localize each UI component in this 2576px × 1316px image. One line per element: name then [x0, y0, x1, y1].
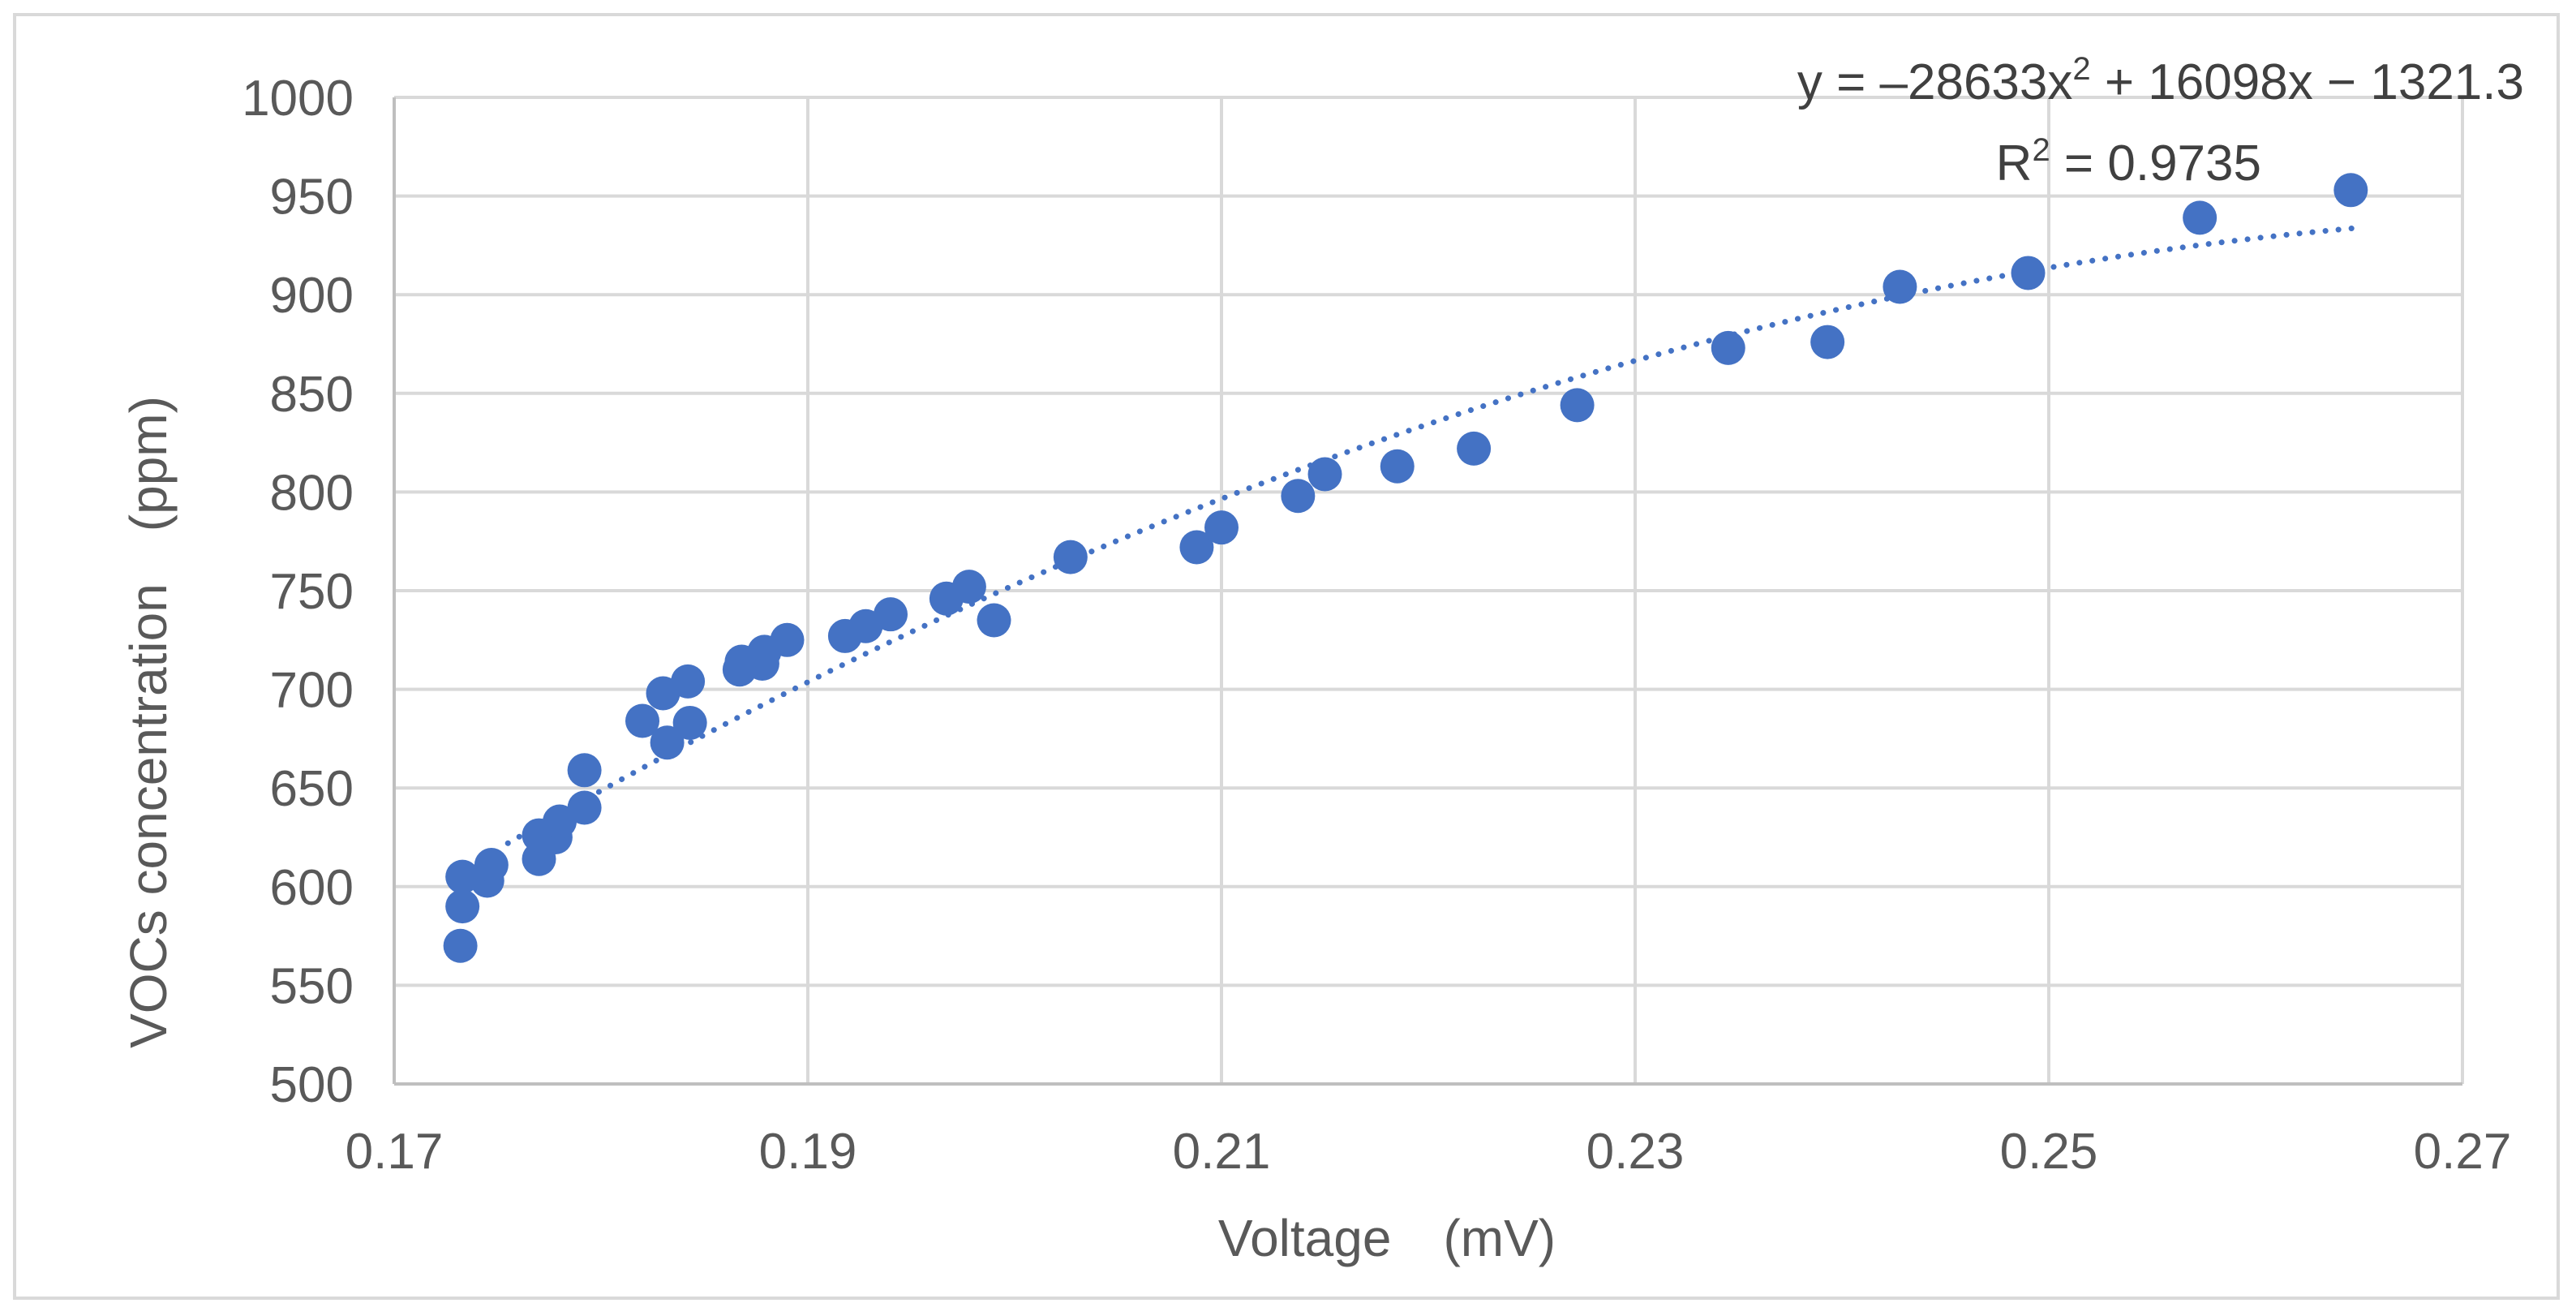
x-tick-label: 0.19: [759, 1124, 857, 1180]
data-point: [1457, 431, 1492, 466]
data-point: [625, 703, 659, 738]
trendline-equation: y = ‒28633x2 + 16098x − 1321.3: [1797, 51, 2524, 110]
y-tick-label: 500: [270, 1057, 354, 1113]
data-point: [1380, 449, 1415, 484]
y-tick-label: 600: [270, 860, 354, 916]
trendline-r-squared: R2 = 0.9735: [1996, 132, 2261, 191]
data-point: [1204, 510, 1239, 545]
y-tick-label: 800: [270, 465, 354, 521]
data-points: [443, 173, 2368, 963]
axes: [393, 97, 2462, 1086]
data-point: [445, 889, 480, 924]
data-point: [951, 570, 986, 604]
data-point: [443, 928, 478, 963]
gridlines: [394, 96, 2464, 1084]
x-axis-title: Voltage (mV): [1218, 1209, 1556, 1267]
data-point: [1560, 388, 1595, 423]
trendline: [504, 225, 2362, 846]
y-tick-label: 900: [270, 268, 354, 324]
y-tick-label: 750: [270, 564, 354, 620]
x-tick-label: 0.21: [1173, 1124, 1271, 1180]
y-tick-label: 850: [270, 367, 354, 423]
data-point: [567, 790, 602, 825]
y-tick-label: 950: [270, 170, 354, 226]
y-tick-label: 650: [270, 761, 354, 817]
data-point: [1711, 330, 1745, 365]
data-point: [672, 705, 707, 740]
data-point: [1883, 269, 1917, 304]
data-point: [770, 622, 805, 657]
tick-labels: 500 550 600 650 700 750 800 850 900 950 1000 0.17 0.…: [242, 71, 2511, 1180]
x-tick-label: 0.25: [2000, 1124, 2098, 1180]
y-tick-label: 550: [270, 958, 354, 1014]
y-tick-label: 700: [270, 663, 354, 719]
data-point: [1179, 530, 1214, 565]
data-point: [650, 725, 685, 760]
y-axis-title: VOCs concentration (ppm): [119, 396, 178, 1048]
data-point: [977, 603, 1011, 638]
x-tick-label: 0.23: [1586, 1124, 1685, 1180]
data-point: [874, 597, 908, 632]
data-point: [1053, 540, 1088, 574]
y-tick-label: 1000: [242, 71, 354, 127]
x-tick-label: 0.17: [346, 1124, 444, 1180]
data-point: [1810, 325, 1845, 359]
trendline-group: [504, 225, 2362, 846]
data-point: [543, 804, 577, 839]
data-point: [2183, 200, 2218, 235]
data-point: [2333, 173, 2368, 208]
x-tick-label: 0.27: [2414, 1124, 2512, 1180]
data-point: [567, 753, 602, 788]
data-point: [474, 848, 509, 883]
data-point: [671, 664, 706, 699]
data-point: [1307, 457, 1342, 492]
data-point: [1281, 479, 1316, 514]
data-point: [2011, 256, 2046, 290]
